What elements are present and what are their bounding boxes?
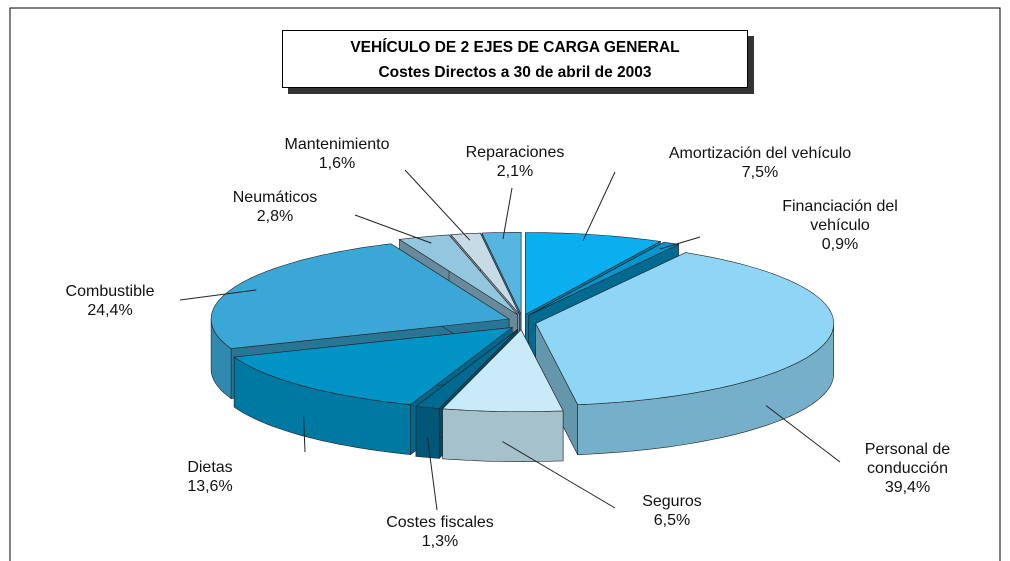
slice-label: Reparaciones bbox=[465, 144, 565, 161]
slice-label: Dietas bbox=[187, 459, 233, 476]
slice-label: Amortización del vehículo bbox=[668, 145, 852, 162]
leader-line bbox=[404, 169, 471, 241]
slice-wall bbox=[442, 408, 564, 462]
slice-label: Seguros bbox=[642, 493, 702, 510]
slice-label: Financiación del vehículo bbox=[782, 198, 898, 234]
slice bbox=[441, 329, 564, 412]
slice bbox=[233, 327, 514, 405]
value-label: 2,8% bbox=[256, 208, 294, 225]
slice bbox=[398, 234, 518, 315]
slice-label: Combustible bbox=[65, 283, 155, 300]
slice bbox=[210, 243, 510, 349]
title-box: VEHÍCULO DE 2 EJES DE CARGA GENERAL Cost… bbox=[282, 30, 748, 88]
slice bbox=[535, 252, 834, 406]
value-label: 1,3% bbox=[421, 533, 459, 550]
slice-label: Mantenimiento bbox=[284, 136, 390, 153]
leader-line bbox=[765, 405, 841, 463]
value-label: 1,6% bbox=[318, 155, 356, 172]
slice bbox=[525, 232, 662, 316]
frame bbox=[9, 7, 1001, 561]
leader-line bbox=[659, 236, 701, 250]
value-label: 2,1% bbox=[496, 163, 534, 180]
value-label: 7,5% bbox=[741, 164, 779, 181]
leader-line bbox=[354, 214, 432, 244]
slice-wall bbox=[415, 406, 440, 459]
leader-line bbox=[502, 441, 616, 509]
value-label: 24,4% bbox=[87, 302, 133, 319]
leader-line bbox=[582, 171, 616, 242]
slice bbox=[528, 241, 680, 316]
value-label: 39,4% bbox=[884, 479, 931, 496]
slice bbox=[415, 329, 519, 409]
slice bbox=[450, 232, 520, 315]
slice-label: Costes fiscales bbox=[386, 514, 494, 531]
leader-line bbox=[502, 187, 513, 240]
slice bbox=[481, 232, 522, 315]
value-label: 13,6% bbox=[187, 478, 233, 495]
slice-tops bbox=[210, 232, 834, 412]
value-label: 0,9% bbox=[821, 236, 859, 253]
chart-subtitle: Costes Directos a 30 de abril de 2003 bbox=[378, 64, 652, 81]
value-label: 6,5% bbox=[653, 512, 691, 529]
slice-label: Neumáticos bbox=[232, 189, 318, 206]
slice-label: Personal de conducción bbox=[864, 441, 951, 477]
slice-walls bbox=[210, 318, 834, 462]
leader-line bbox=[179, 289, 257, 301]
leader-line bbox=[427, 437, 438, 511]
chart-title: VEHÍCULO DE 2 EJES DE CARGA GENERAL bbox=[350, 39, 680, 56]
leader-line bbox=[303, 416, 306, 453]
